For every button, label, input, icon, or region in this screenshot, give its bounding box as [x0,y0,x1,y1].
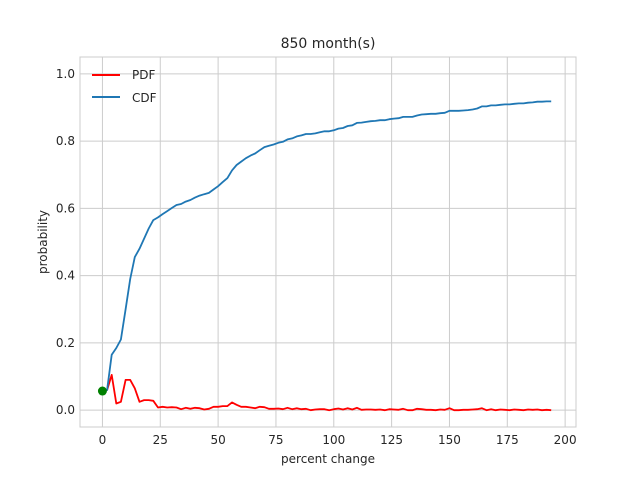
x-tick-label: 175 [496,433,519,447]
data-point-marker [97,386,107,396]
x-tick-label: 0 [99,433,107,447]
marker-layer [97,386,107,396]
tick-labels: 0 25 50 75 100 125 150 175 200 0.0 0.2 0.4 0.6 0.8 1.0 [56,67,577,447]
y-tick-label: 0.6 [56,201,75,215]
x-tick-label: 125 [380,433,403,447]
y-axis-label: probability [36,210,50,274]
plot-area [79,56,577,428]
legend: PDF CDF [92,68,157,105]
legend-label-pdf: PDF [132,68,155,82]
chart-title: 850 month(s) [281,36,376,52]
x-tick-label: 50 [210,433,225,447]
x-tick-label: 75 [268,433,283,447]
series-line-cdf [102,100,552,392]
series-line-pdf [102,373,552,412]
series-layer [102,100,552,412]
x-tick-label: 25 [153,433,168,447]
y-tick-label: 0.4 [56,269,75,283]
grid [80,57,576,427]
x-tick-label: 100 [322,433,345,447]
y-tick-label: 1.0 [56,67,75,81]
y-tick-label: 0.0 [56,403,75,417]
y-tick-label: 0.8 [56,134,75,148]
y-tick-label: 0.2 [56,336,75,350]
x-axis-label: percent change [281,452,375,466]
x-tick-label: 200 [554,433,577,447]
x-tick-label: 150 [438,433,461,447]
legend-label-cdf: CDF [132,91,157,105]
